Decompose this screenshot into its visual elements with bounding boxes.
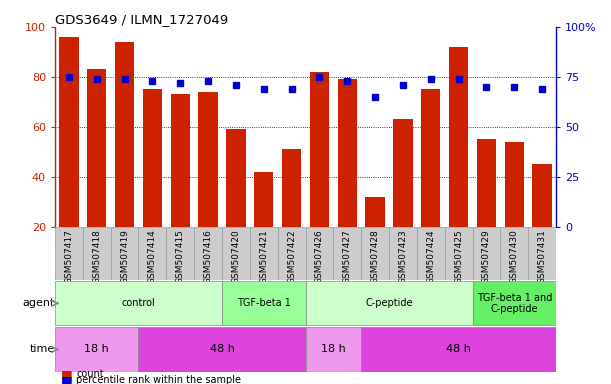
Bar: [170, 94, 190, 227]
Text: time: time: [30, 344, 55, 354]
Text: 48 h: 48 h: [210, 344, 235, 354]
Text: GDS3649 / ILMN_1727049: GDS3649 / ILMN_1727049: [55, 13, 229, 26]
Bar: [445, 227, 472, 280]
Bar: [306, 327, 361, 372]
Bar: [477, 139, 496, 227]
Text: GSM507419: GSM507419: [120, 229, 129, 284]
Bar: [282, 149, 301, 227]
Bar: [472, 281, 556, 326]
Bar: [55, 227, 83, 280]
Bar: [334, 227, 361, 280]
Text: count: count: [76, 369, 104, 379]
Text: GSM507426: GSM507426: [315, 229, 324, 284]
Text: ■: ■: [61, 368, 73, 381]
Text: GSM507421: GSM507421: [259, 229, 268, 284]
Bar: [222, 227, 250, 280]
Bar: [226, 129, 246, 227]
Bar: [449, 47, 468, 227]
Text: GSM507414: GSM507414: [148, 229, 157, 284]
Bar: [500, 227, 528, 280]
Bar: [250, 227, 277, 280]
Text: 18 h: 18 h: [84, 344, 109, 354]
Text: GSM507425: GSM507425: [454, 229, 463, 284]
Bar: [111, 227, 139, 280]
Text: GSM507423: GSM507423: [398, 229, 408, 284]
Text: GSM507416: GSM507416: [203, 229, 213, 284]
Bar: [417, 227, 445, 280]
Bar: [421, 89, 441, 227]
Bar: [166, 227, 194, 280]
Bar: [393, 119, 412, 227]
Bar: [55, 327, 139, 372]
Bar: [83, 227, 111, 280]
Bar: [277, 227, 306, 280]
Text: percentile rank within the sample: percentile rank within the sample: [76, 375, 241, 384]
Text: GSM507418: GSM507418: [92, 229, 101, 284]
Bar: [505, 142, 524, 227]
Bar: [528, 227, 556, 280]
Bar: [306, 227, 334, 280]
Bar: [139, 227, 166, 280]
Bar: [55, 281, 222, 326]
Bar: [361, 227, 389, 280]
Text: GSM507427: GSM507427: [343, 229, 352, 284]
Text: 48 h: 48 h: [446, 344, 471, 354]
Text: GSM507420: GSM507420: [232, 229, 240, 284]
Bar: [532, 164, 552, 227]
Text: control: control: [122, 298, 155, 308]
Bar: [87, 70, 106, 227]
Text: GSM507424: GSM507424: [426, 229, 435, 284]
Text: GSM507430: GSM507430: [510, 229, 519, 284]
Bar: [115, 42, 134, 227]
Bar: [365, 197, 385, 227]
Text: TGF-beta 1 and
C-peptide: TGF-beta 1 and C-peptide: [477, 293, 552, 314]
Text: ■: ■: [61, 374, 73, 384]
Bar: [310, 72, 329, 227]
Bar: [389, 227, 417, 280]
Bar: [254, 172, 274, 227]
Bar: [194, 227, 222, 280]
Text: GSM507415: GSM507415: [176, 229, 185, 284]
Text: GSM507417: GSM507417: [64, 229, 73, 284]
Bar: [59, 37, 79, 227]
Bar: [139, 327, 306, 372]
Text: GSM507422: GSM507422: [287, 229, 296, 284]
Text: agent: agent: [23, 298, 55, 308]
Bar: [222, 281, 306, 326]
Text: 18 h: 18 h: [321, 344, 346, 354]
Bar: [361, 327, 556, 372]
Bar: [306, 281, 472, 326]
Text: C-peptide: C-peptide: [365, 298, 413, 308]
Text: TGF-beta 1: TGF-beta 1: [237, 298, 291, 308]
Bar: [143, 89, 162, 227]
Text: GSM507428: GSM507428: [371, 229, 379, 284]
Bar: [472, 227, 500, 280]
Bar: [337, 79, 357, 227]
Bar: [199, 92, 218, 227]
Text: GSM507429: GSM507429: [482, 229, 491, 284]
Text: GSM507431: GSM507431: [538, 229, 547, 284]
